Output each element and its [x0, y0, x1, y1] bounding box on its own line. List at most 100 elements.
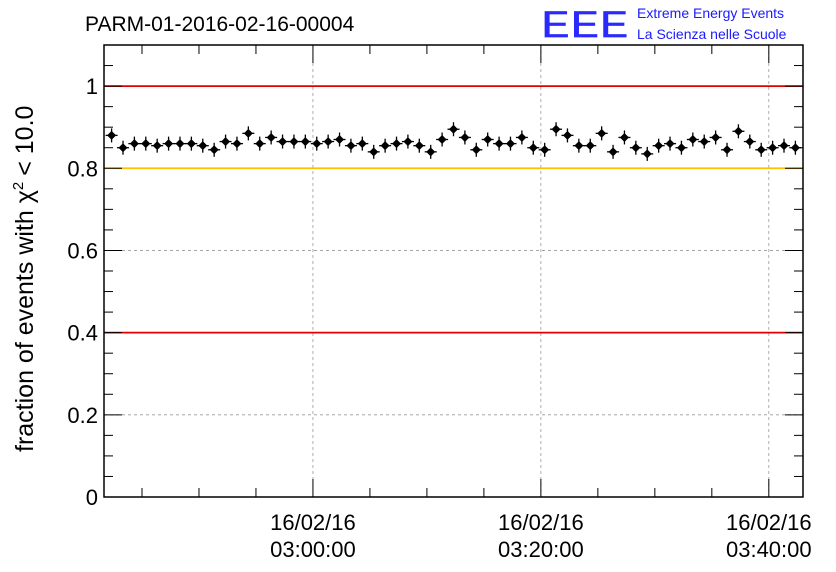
point-marker: [232, 139, 242, 149]
data-point: [356, 136, 369, 151]
point-marker: [300, 137, 310, 147]
data-point: [504, 136, 517, 151]
data-point: [789, 140, 802, 155]
point-marker: [369, 147, 379, 157]
point-marker: [654, 141, 664, 151]
y-axis-label: fraction of events with χ2 < 10.0: [10, 106, 39, 452]
data-point: [185, 136, 198, 151]
data-point: [664, 136, 677, 151]
point-marker: [528, 143, 538, 153]
data-point: [310, 136, 323, 151]
point-marker: [175, 139, 185, 149]
x-tick-label-time: 03:20:00: [498, 537, 584, 562]
point-marker: [665, 139, 675, 149]
data-point: [584, 138, 597, 153]
data-point: [595, 126, 608, 141]
point-marker: [426, 147, 436, 157]
point-marker: [323, 137, 333, 147]
data-point: [493, 136, 506, 151]
point-marker: [756, 145, 766, 155]
data-point: [538, 142, 551, 157]
data-point: [276, 134, 289, 149]
data-point: [151, 138, 164, 153]
data-point: [333, 132, 346, 147]
point-marker: [392, 139, 402, 149]
point-marker: [107, 130, 117, 140]
point-marker: [209, 145, 219, 155]
data-point: [470, 142, 483, 157]
data-point: [367, 144, 380, 159]
data-point: [515, 130, 528, 145]
point-marker: [585, 141, 595, 151]
point-marker: [779, 141, 789, 151]
data-point: [390, 136, 403, 151]
data-point: [481, 132, 494, 147]
point-marker: [790, 143, 800, 153]
y-axis-label-symbol: χ: [11, 190, 39, 203]
data-point: [458, 130, 471, 145]
y-tick-label: 0.4: [67, 321, 98, 346]
point-marker: [574, 141, 584, 151]
data-point: [344, 138, 357, 153]
point-marker: [198, 141, 208, 151]
data-point: [219, 134, 232, 149]
data-point: [253, 136, 266, 151]
logo-line-1: Extreme Energy Events: [637, 5, 784, 21]
x-tick-label-time: 03:00:00: [270, 537, 356, 562]
x-tick-label-time: 03:40:00: [726, 537, 812, 562]
data-point: [242, 126, 255, 141]
point-marker: [335, 135, 345, 145]
point-marker: [722, 145, 732, 155]
y-tick-labels: 0 0.2 0.4 0.6 0.8 1: [67, 74, 98, 510]
point-marker: [540, 145, 550, 155]
logo-mark: EEE: [541, 3, 629, 47]
data-points: [105, 122, 802, 161]
data-point: [607, 144, 620, 159]
data-point: [322, 134, 335, 149]
point-marker: [699, 137, 709, 147]
data-point: [675, 140, 688, 155]
data-point: [208, 142, 221, 157]
point-marker: [711, 132, 721, 142]
data-point: [139, 136, 152, 151]
logo-line-2: La Scienza nelle Scuole: [637, 26, 787, 42]
point-marker: [471, 145, 481, 155]
data-point: [105, 128, 118, 143]
y-tick-label: 0.6: [67, 238, 98, 263]
point-marker: [494, 139, 504, 149]
data-point: [436, 132, 449, 147]
data-point: [732, 124, 745, 139]
x-tick-label-date: 16/02/16: [270, 510, 356, 535]
data-point: [755, 142, 768, 157]
data-point: [743, 134, 756, 149]
x-tick-label-date: 16/02/16: [498, 510, 584, 535]
data-point: [721, 142, 734, 157]
data-point: [424, 144, 437, 159]
data-point: [230, 136, 243, 151]
point-marker: [357, 139, 367, 149]
point-marker: [745, 137, 755, 147]
grid: [104, 45, 803, 497]
point-marker: [152, 141, 162, 151]
point-marker: [733, 126, 743, 136]
y-axis-label-exponent: 2: [10, 182, 27, 190]
data-point: [698, 134, 711, 149]
data-point: [527, 140, 540, 155]
point-marker: [688, 135, 698, 145]
data-point: [766, 140, 779, 155]
point-marker: [642, 149, 652, 159]
data-point: [379, 138, 392, 153]
point-marker: [562, 130, 572, 140]
axis-ticks: [104, 44, 803, 498]
data-point: [629, 140, 642, 155]
data-point: [196, 138, 209, 153]
point-marker: [437, 135, 447, 145]
data-point: [128, 136, 141, 151]
point-marker: [460, 132, 470, 142]
data-point: [709, 130, 722, 145]
point-marker: [346, 141, 356, 151]
data-point: [173, 136, 186, 151]
data-point: [618, 130, 631, 145]
point-marker: [380, 141, 390, 151]
